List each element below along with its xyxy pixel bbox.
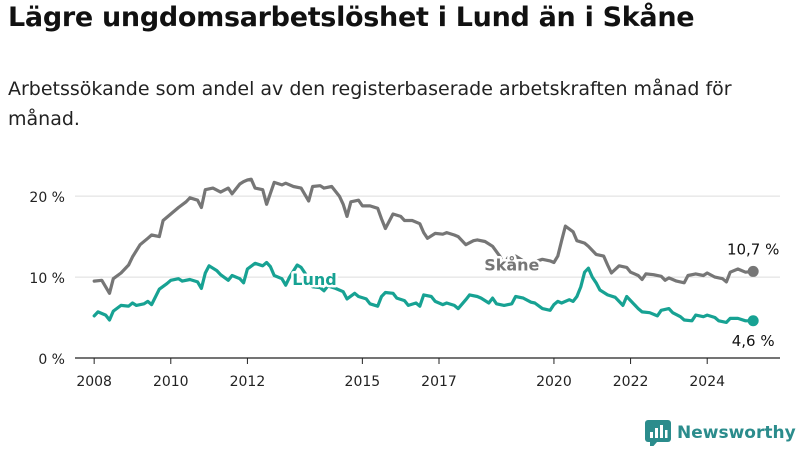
x-tick-label: 2015 (345, 374, 381, 390)
y-tick-label: 20 % (29, 190, 65, 206)
series-end-dot-lund (747, 315, 759, 327)
x-tick-label: 2024 (689, 374, 725, 390)
series-label-lund: Lund (292, 270, 336, 289)
x-tick-label: 2012 (230, 374, 266, 390)
series-line-skane (92, 177, 755, 295)
end-value-label-lund: 4,6 % (732, 332, 775, 350)
newsworthy-logo-icon (645, 420, 671, 446)
brand-name: Newsworthy (677, 423, 796, 443)
series-lines (92, 177, 759, 327)
x-tick-label: 2020 (536, 374, 572, 390)
end-value-label-skane: 10,7 % (727, 240, 779, 258)
x-tick-label: 2017 (421, 374, 457, 390)
chart-subtitle: Arbetssökande som andel av den registerb… (8, 78, 732, 130)
series-label-skane: Skåne (484, 256, 539, 275)
newsworthy-logo: Newsworthy (645, 419, 796, 447)
x-axis: 2008 2010 2012 2015 2017 2020 2022 2024 (75, 357, 780, 390)
y-tick-label: 0 % (38, 352, 65, 368)
chart-title: Lägre ungdomsarbetslöshet i Lund än i Sk… (8, 2, 695, 33)
series-end-dot-skane (747, 265, 759, 277)
series-labels: Skåne Lund 10,7 % 4,6 % (290, 240, 780, 350)
x-tick-label: 2010 (153, 374, 189, 390)
series-line-lund (92, 260, 755, 324)
y-axis-ticks: 0 % 10 % 20 % (29, 190, 65, 368)
x-tick-label: 2008 (76, 374, 112, 390)
y-tick-label: 10 % (29, 271, 65, 287)
x-tick-label: 2022 (613, 374, 649, 390)
